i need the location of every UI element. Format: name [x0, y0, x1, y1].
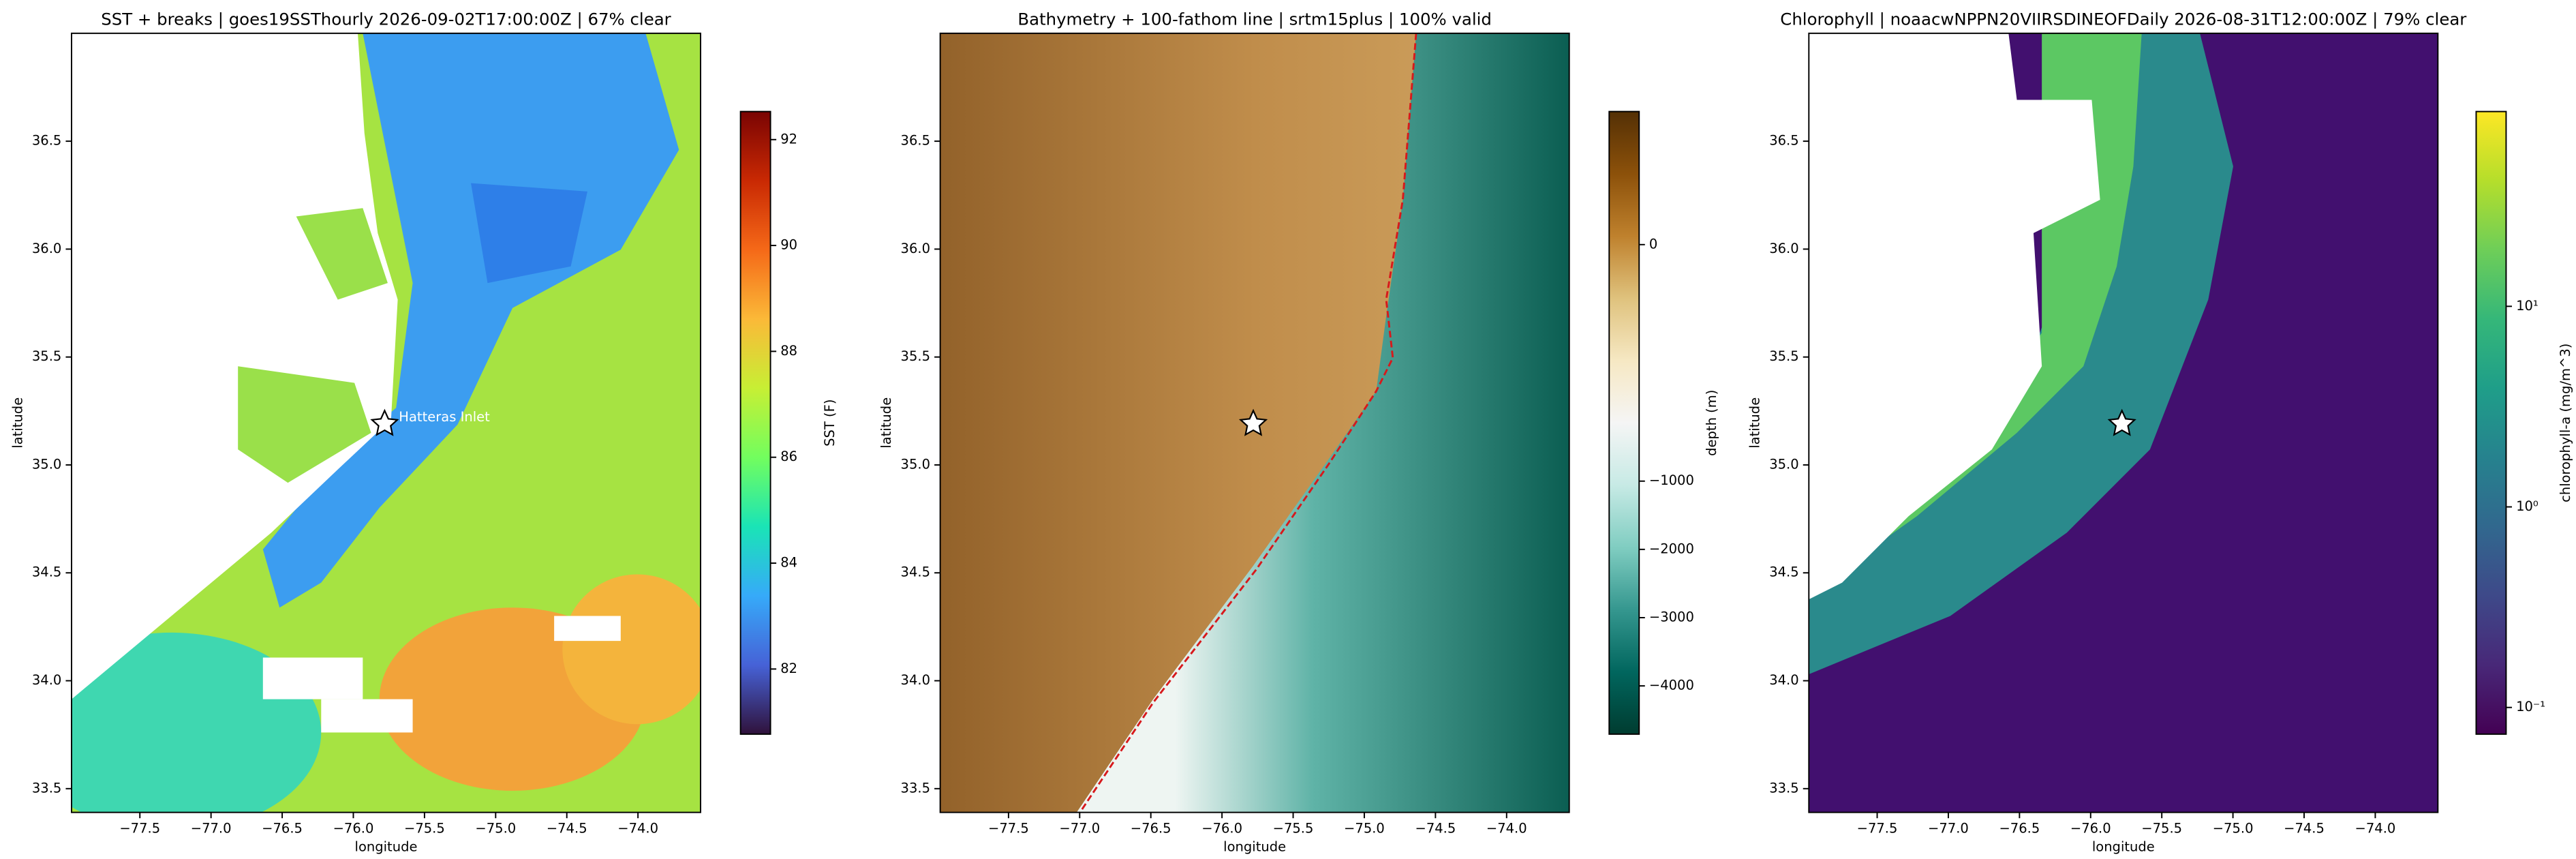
y-tick-label: 35.0 [1769, 456, 1798, 472]
colorbar-tick-label: 92 [780, 131, 797, 147]
fathom-line [1079, 33, 1417, 813]
x-tick-label: −75.0 [2213, 821, 2254, 837]
x-tick-label: −77.5 [1857, 821, 1898, 837]
panel-title: SST + breaks | goes19SSThourly 2026-09-0… [101, 9, 671, 29]
axes-frame [71, 32, 701, 813]
y-tick-label: 34.5 [32, 564, 61, 580]
y-tick-label: 34.0 [901, 672, 930, 688]
y-tick-label: 34.0 [32, 672, 61, 688]
colorbar-tick-label: 84 [780, 555, 797, 571]
y-tick-label: 34.0 [1769, 672, 1798, 688]
colorbar-tick-label: 90 [780, 237, 797, 253]
colorbar-tick-label: 82 [780, 661, 797, 676]
y-tick-label: 35.5 [32, 348, 61, 364]
colorbar-label: chlorophyll-a (mg/m^3) [2558, 344, 2573, 502]
y-tick-label: 35.0 [32, 456, 61, 472]
x-tick-label: −74.5 [547, 821, 587, 837]
y-axis-label: latitude [1747, 397, 1763, 449]
y-axis-label: latitude [878, 397, 894, 449]
y-tick-label: 34.5 [901, 564, 930, 580]
colorbar-tick-label: 88 [780, 343, 797, 359]
colorbar-tick-label: −1000 [1649, 472, 1694, 488]
y-tick-label: 36.0 [32, 241, 61, 256]
x-tick-label: −76.0 [2070, 821, 2111, 837]
y-tick-label: 33.5 [901, 780, 930, 796]
y-tick-label: 33.5 [1769, 780, 1798, 796]
cold-water [262, 33, 679, 608]
colorbar-tick-label: 86 [780, 449, 797, 464]
colorbar-label: depth (m) [1704, 390, 1719, 456]
y-tick-label: 36.0 [1769, 241, 1798, 256]
location-marker [370, 408, 399, 436]
x-tick-label: −74.5 [1415, 821, 1456, 837]
colorbar [1608, 110, 1640, 735]
x-tick-label: −77.0 [191, 821, 232, 837]
y-tick-label: 36.5 [32, 133, 61, 149]
colorbar-tick-label: 10⁻¹ [2516, 699, 2545, 714]
x-tick-label: −77.5 [988, 821, 1029, 837]
y-tick-label: 35.5 [1769, 348, 1798, 364]
x-tick-label: −76.5 [262, 821, 303, 837]
y-tick-label: 36.5 [1769, 133, 1798, 149]
x-tick-label: −77.5 [119, 821, 160, 837]
sst-map [72, 33, 701, 813]
x-tick-label: −76.0 [333, 821, 374, 837]
cloud [554, 616, 621, 642]
panel-title: Bathymetry + 100-fathom line | srtm15plu… [1017, 9, 1492, 29]
x-tick-label: −74.5 [2284, 821, 2325, 837]
warm-water [562, 574, 701, 725]
colorbar-tick-label: 10⁰ [2516, 498, 2539, 514]
axes-frame [1808, 32, 2439, 813]
x-tick-label: −74.0 [1486, 821, 1527, 837]
x-tick-label: −77.0 [1059, 821, 1100, 837]
x-tick-label: −74.0 [617, 821, 658, 837]
x-axis-label: longitude [1223, 839, 1286, 854]
x-tick-label: −74.0 [2355, 821, 2396, 837]
x-axis-label: longitude [355, 839, 418, 854]
colorbar [739, 110, 771, 735]
x-tick-label: −76.0 [1201, 821, 1242, 837]
x-tick-label: −75.0 [475, 821, 516, 837]
y-axis-label: latitude [10, 397, 25, 449]
cold-water [471, 183, 587, 284]
land [72, 33, 398, 699]
annotation: Hatteras Inlet [399, 409, 490, 425]
x-tick-label: −76.5 [1131, 821, 1171, 837]
y-tick-label: 34.5 [1769, 564, 1798, 580]
colorbar-label: SST (F) [822, 400, 838, 447]
x-tick-label: −75.0 [1344, 821, 1385, 837]
y-tick-label: 35.0 [901, 456, 930, 472]
cloud [321, 699, 413, 733]
x-tick-label: −75.5 [2141, 821, 2182, 837]
panel-title: Chlorophyll | noaacwNPPN20VIIRSDINEOFDai… [1780, 9, 2467, 29]
deep-water [1076, 33, 1569, 813]
location-marker [2107, 408, 2136, 436]
axes-frame [939, 32, 1570, 813]
x-tick-label: −77.0 [1928, 821, 1969, 837]
cloud [262, 657, 363, 699]
x-tick-label: −76.5 [1999, 821, 2040, 837]
colorbar [2475, 110, 2507, 735]
land [1809, 33, 2100, 600]
y-tick-label: 35.5 [901, 348, 930, 364]
colorbar-tick-label: −4000 [1649, 678, 1694, 693]
x-tick-label: −75.5 [1273, 821, 1314, 837]
x-axis-label: longitude [2092, 839, 2155, 854]
y-tick-label: 36.0 [901, 241, 930, 256]
x-tick-label: −75.5 [404, 821, 445, 837]
colorbar-tick-label: −2000 [1649, 541, 1694, 556]
colorbar-tick-label: 10¹ [2516, 298, 2539, 314]
location-marker [1238, 408, 1268, 436]
sound [238, 208, 388, 483]
y-tick-label: 36.5 [901, 133, 930, 149]
y-tick-label: 33.5 [32, 780, 61, 796]
colorbar-tick-label: 0 [1649, 236, 1657, 252]
cool-water [72, 632, 322, 813]
colorbar-tick-label: −3000 [1649, 609, 1694, 624]
